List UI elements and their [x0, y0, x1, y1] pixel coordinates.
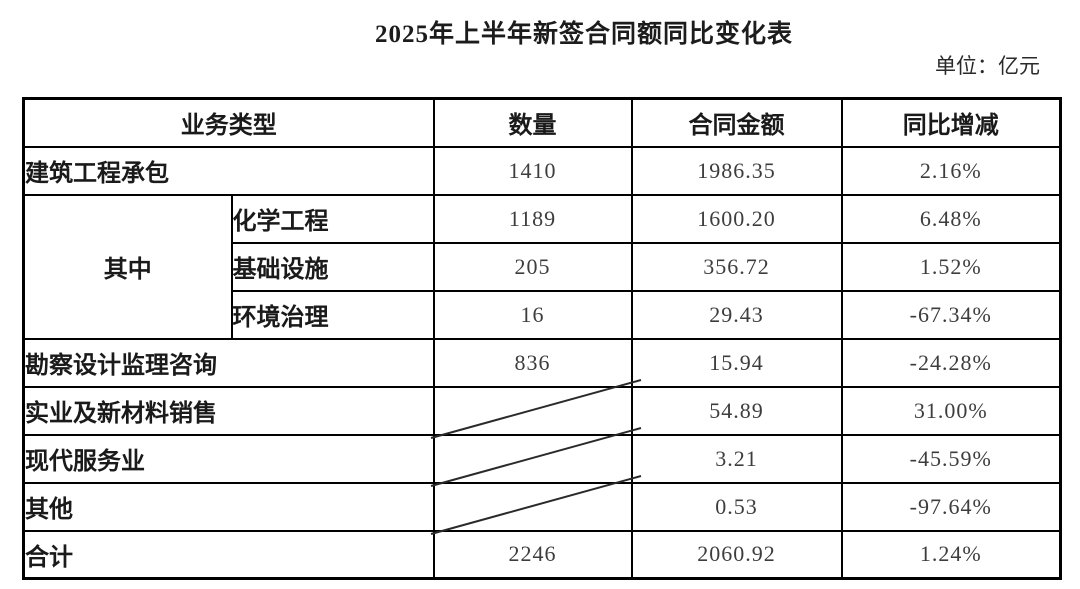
yoy-cell: 2.16% — [840, 145, 1062, 196]
header-contract-amount: 合同金额 — [630, 97, 843, 148]
yoy-cell: 1.52% — [840, 241, 1062, 292]
diagonal-slash-icon — [430, 378, 641, 439]
amount-cell: 54.89 — [630, 385, 843, 436]
quantity-cell: 2246 — [432, 529, 633, 580]
table-header-row: 业务类型 数量 合同金额 同比增减 — [22, 97, 1062, 148]
na-slash-cell — [430, 426, 641, 487]
row-label: 基础设施 — [230, 241, 435, 292]
table-row-construction: 建筑工程承包 1410 1986.35 2.16% — [22, 145, 1062, 196]
row-label: 环境治理 — [230, 289, 435, 340]
quantity-cell: 16 — [432, 289, 633, 340]
table-row-chemical: 其中 化学工程 1189 1600.20 6.48% — [22, 193, 1062, 340]
na-slash-cell — [430, 378, 641, 439]
table-row-other: 其他 0.53 -97.64% — [22, 474, 1062, 535]
group-label-among-which: 其中 — [22, 193, 233, 340]
amount-cell: 0.53 — [630, 481, 843, 532]
diagonal-slash-icon — [430, 474, 641, 535]
row-label: 建筑工程承包 — [22, 145, 435, 196]
quantity-cell: 1410 — [432, 145, 633, 196]
amount-cell: 2060.92 — [630, 529, 843, 580]
quantity-cell: 1189 — [432, 193, 633, 244]
header-business-type: 业务类型 — [22, 97, 435, 148]
table-row-environment: 环境治理 16 29.43 -67.34% — [24, 289, 1062, 340]
row-label: 化学工程 — [230, 193, 435, 244]
row-label: 实业及新材料销售 — [22, 385, 435, 436]
quantity-cell: 836 — [432, 337, 633, 388]
amount-cell: 1600.20 — [630, 193, 843, 244]
yoy-cell: 31.00% — [840, 385, 1062, 436]
quantity-cell: 205 — [432, 241, 633, 292]
row-label: 其他 — [22, 481, 435, 532]
amount-cell: 356.72 — [630, 241, 843, 292]
diagonal-slash-icon — [430, 426, 641, 487]
row-label: 合计 — [22, 529, 435, 580]
contract-change-table: 业务类型 数量 合同金额 同比增减 建筑工程承包 1410 1986.35 2.… — [22, 97, 1062, 580]
yoy-cell: -97.64% — [840, 481, 1062, 532]
table-row-infrastructure: 基础设施 205 356.72 1.52% — [24, 241, 1062, 292]
yoy-cell: -24.28% — [840, 337, 1062, 388]
table-row-survey-design: 勘察设计监理咨询 836 15.94 -24.28% — [22, 337, 1062, 388]
table-row-industry-materials: 实业及新材料销售 54.89 31.00% — [22, 378, 1062, 439]
amount-cell: 29.43 — [630, 289, 843, 340]
header-yoy-change: 同比增减 — [840, 97, 1062, 148]
na-slash-cell — [430, 474, 641, 535]
page-title: 2025年上半年新签合同额同比变化表 — [374, 21, 793, 48]
unit-label: 单位：亿元 — [935, 54, 1040, 78]
header-quantity: 数量 — [432, 97, 633, 148]
amount-cell: 15.94 — [630, 337, 843, 388]
row-label: 现代服务业 — [22, 433, 435, 484]
yoy-cell: -45.59% — [840, 433, 1062, 484]
row-label: 勘察设计监理咨询 — [22, 337, 435, 388]
yoy-cell: 6.48% — [840, 193, 1062, 244]
table-row-modern-services: 现代服务业 3.21 -45.59% — [22, 426, 1062, 487]
table-row-total: 合计 2246 2060.92 1.24% — [22, 529, 1062, 580]
yoy-cell: 1.24% — [840, 529, 1062, 580]
amount-cell: 3.21 — [630, 433, 843, 484]
yoy-cell: -67.34% — [840, 289, 1062, 340]
amount-cell: 1986.35 — [630, 145, 843, 196]
